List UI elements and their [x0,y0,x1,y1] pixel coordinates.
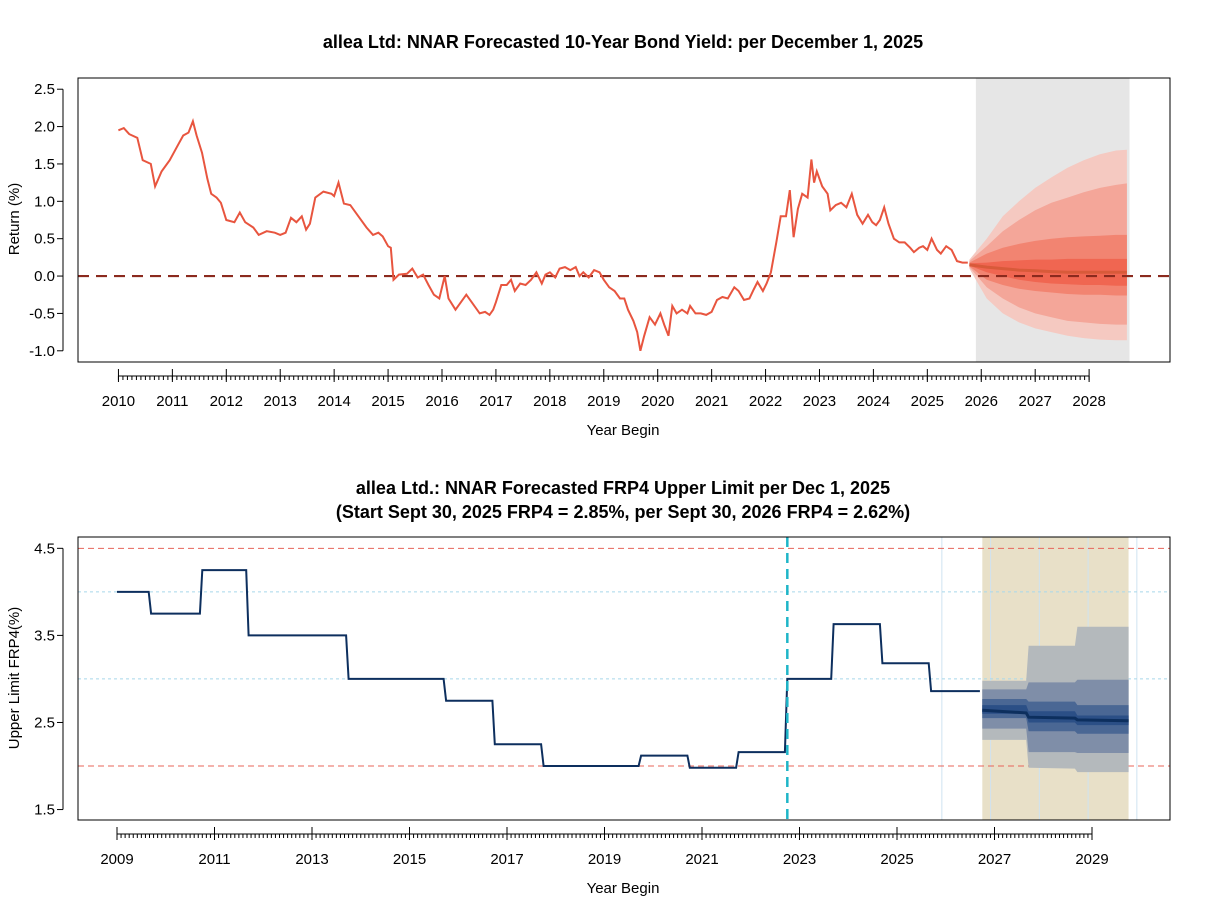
top-x-tick-label: 2011 [156,393,188,410]
top-chart-xlabel: Year Begin [587,422,660,439]
top-series-line-0 [118,118,968,352]
top-x-tick-label: 2022 [749,393,782,410]
top-y-tick-label: -0.5 [29,305,55,322]
bottom-chart-title: allea Ltd.: NNAR Forecasted FRP4 Upper L… [356,478,890,498]
top-x-tick-label: 2010 [102,393,135,410]
top-y-tick-label: 0.0 [34,268,55,285]
bottom-forecast-median [982,708,1129,723]
bottom-x-tick-label: 2017 [490,851,523,868]
top-chart-title: allea Ltd: NNAR Forecasted 10-Year Bond … [323,32,923,52]
bottom-x-tick-label: 2027 [978,851,1011,868]
top-x-tick-label: 2018 [533,393,566,410]
bottom-x-tick-label: 2011 [198,851,230,868]
top-x-tick-label: 2023 [803,393,836,410]
top-x-tick-label: 2015 [371,393,404,410]
bottom-x-tick-label: 2013 [295,851,328,868]
bottom-y-tick-label: 4.5 [34,540,55,557]
bottom-chart-xlabel: Year Begin [587,880,660,897]
top-y-tick-label: 0.5 [34,231,55,248]
top-x-tick-label: 2028 [1072,393,1105,410]
bottom-y-tick-label: 3.5 [34,627,55,644]
top-chart-ylabel: Return (%) [6,183,23,256]
bottom-chart-ylabel: Upper Limit FRP4(%) [6,607,23,750]
top-y-tick-label: 2.5 [34,81,55,98]
bottom-x-tick-label: 2023 [783,851,816,868]
top-chart-plot: -1.0 -0.5 0.0 0.5 1.0 1.5 2.0 2.5 2010 2011 2012 20… [29,77,1171,410]
top-x-tick-label: 2012 [210,393,243,410]
bottom-chart-subtitle: (Start Sept 30, 2025 FRP4 = 2.85%, per S… [336,502,910,522]
top-x-tick-label: 2013 [264,393,297,410]
top-x-tick-label: 2021 [695,393,728,410]
bottom-x-tick-label: 2021 [685,851,718,868]
top-x-tick-label: 2020 [641,393,674,410]
bottom-x-tick-label: 2025 [880,851,913,868]
top-x-tick-label: 2016 [425,393,458,410]
top-x-tick-label: 2024 [857,393,890,410]
top-x-tick-label: 2014 [317,393,350,410]
top-x-tick-label: 2025 [911,393,944,410]
top-y-tick-label: 1.0 [34,193,55,210]
bottom-y-tick-label: 1.5 [34,802,55,819]
bottom-x-tick-label: 2015 [393,851,426,868]
top-x-tick-label: 2017 [479,393,512,410]
top-x-tick-label: 2019 [587,393,620,410]
bottom-y-tick-label: 2.5 [34,714,55,731]
top-x-tick-label: 2027 [1018,393,1051,410]
bottom-x-tick-label: 2009 [100,851,133,868]
top-y-tick-label: 1.5 [34,156,55,173]
bottom-chart-plot: 1.5 2.5 3.5 4.5 2009 2011 2013 2015 2017 2019 2021… [34,536,1171,868]
top-plot-frame [77,77,1171,363]
top-y-tick-label: 2.0 [34,119,55,136]
bottom-plot-frame [77,536,1171,821]
top-x-tick-label: 2026 [965,393,998,410]
top-y-tick-label: -1.0 [29,343,55,360]
bottom-x-tick-label: 2019 [588,851,621,868]
top-forecast-median [969,263,1127,274]
bottom-series-line-0 [117,569,980,769]
bottom-x-tick-label: 2029 [1075,851,1108,868]
